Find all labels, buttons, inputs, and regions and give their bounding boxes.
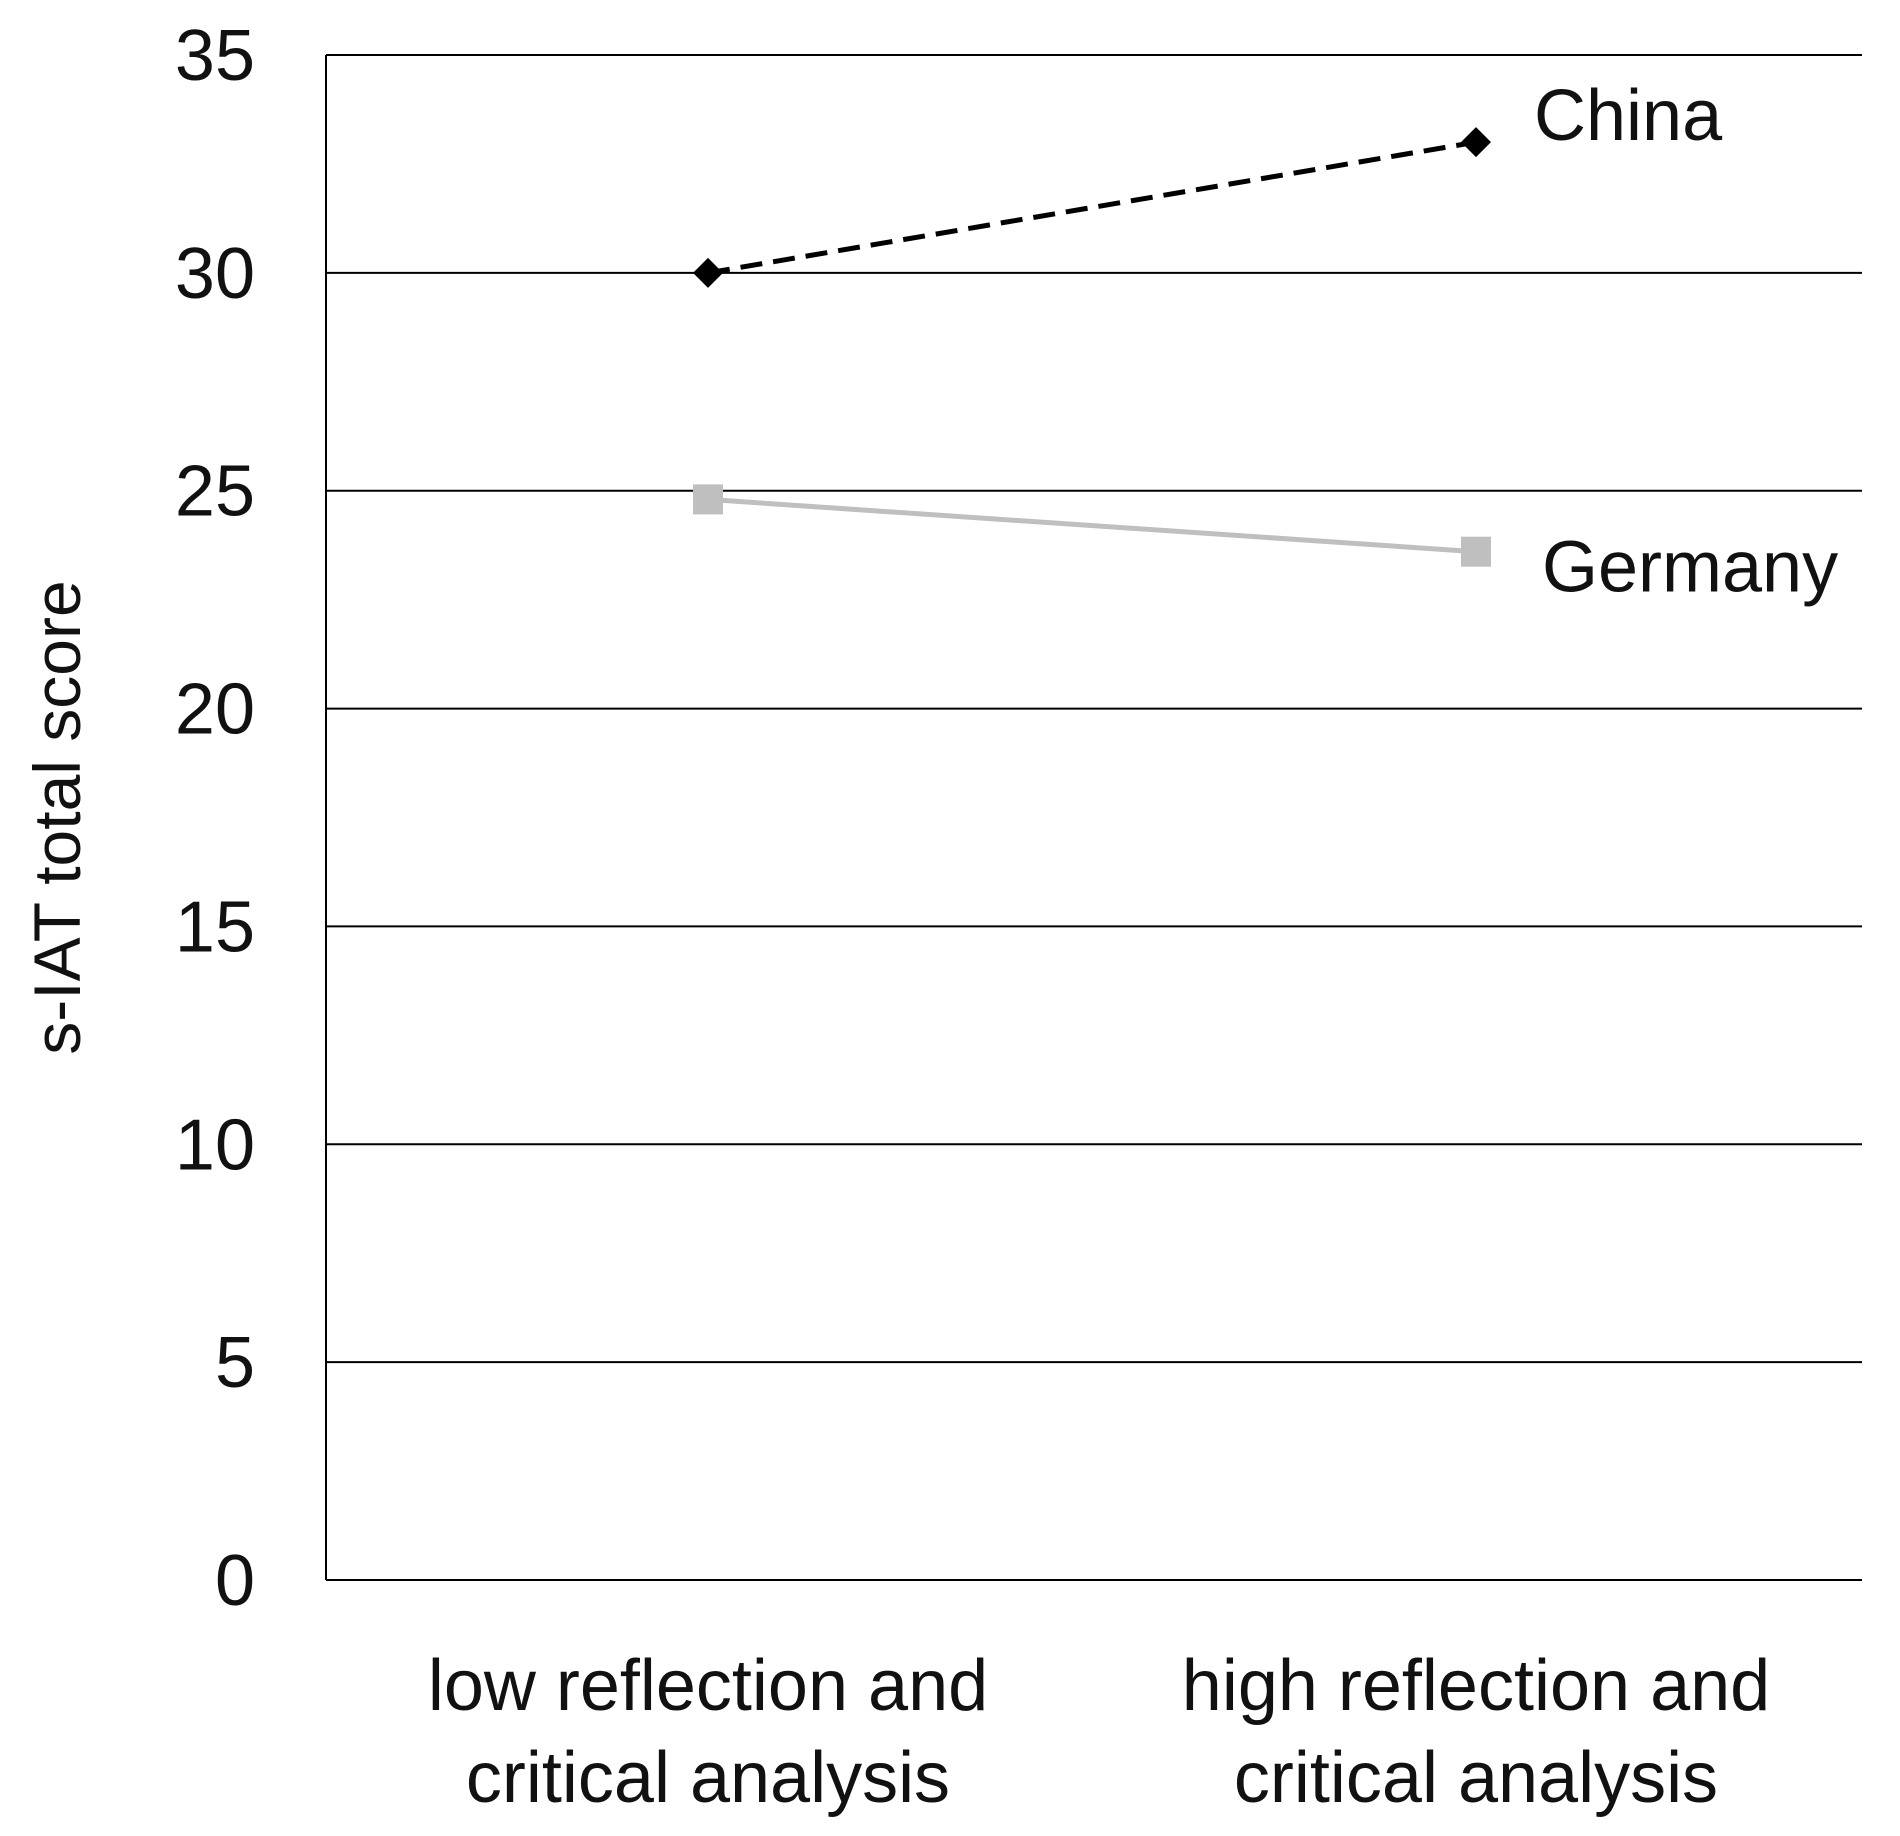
- x-category-label: high reflection and: [1182, 1646, 1770, 1726]
- y-tick-label: 5: [215, 1323, 255, 1403]
- series-line-china: [707, 139, 1477, 276]
- data-point-china: [693, 257, 723, 288]
- x-category-label: critical analysis: [1234, 1738, 1718, 1818]
- y-tick-label: 20: [175, 670, 255, 750]
- y-tick-label: 25: [175, 452, 255, 532]
- series-layer: China Germany: [693, 76, 1838, 608]
- series-label-china: China: [1534, 76, 1723, 156]
- x-category-label: low reflection and: [428, 1646, 988, 1726]
- y-tick-labels: 0 5 10 15 20 25 30 35: [175, 16, 255, 1621]
- y-tick-label: 10: [175, 1105, 255, 1185]
- y-tick-label: 35: [175, 16, 255, 96]
- series-line-germany: [707, 496, 1477, 555]
- series-label-germany: Germany: [1542, 528, 1838, 608]
- data-point-germany: [1461, 536, 1491, 567]
- x-category-label: critical analysis: [466, 1738, 950, 1818]
- data-point-china: [1461, 127, 1491, 158]
- gridlines: [326, 54, 1862, 1581]
- y-axis-title: s-IAT total score: [20, 580, 94, 1054]
- y-tick-label: 15: [175, 887, 255, 967]
- y-tick-label: 30: [175, 234, 255, 314]
- data-point-germany: [693, 484, 723, 515]
- x-category-labels: low reflection and critical analysis high …: [428, 1646, 1770, 1818]
- y-tick-label: 0: [215, 1541, 255, 1621]
